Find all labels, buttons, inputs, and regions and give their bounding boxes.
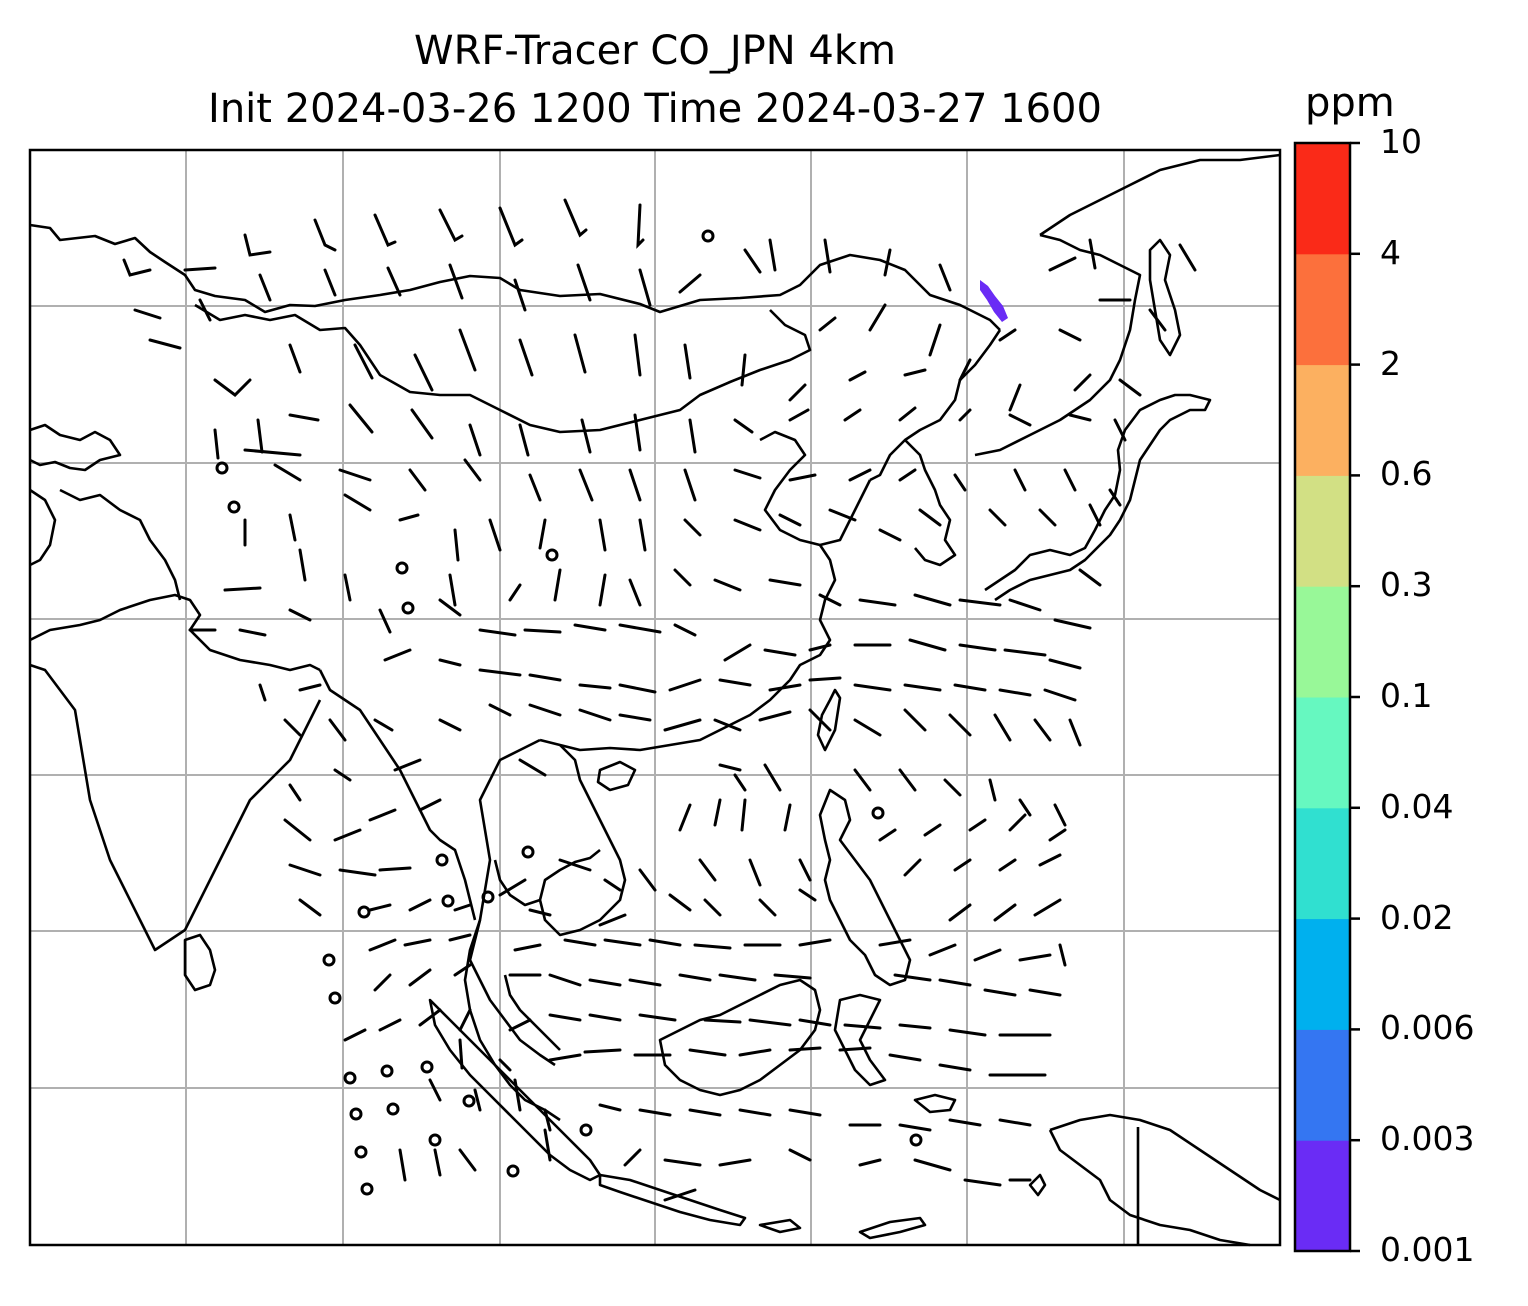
colorbar-bin xyxy=(1295,586,1350,698)
colorbar-tick-label: 0.6 xyxy=(1380,454,1433,494)
colorbar-tick-label: 4 xyxy=(1380,232,1401,272)
colorbar-bin xyxy=(1295,253,1350,366)
colorbar-bin xyxy=(1295,1029,1350,1141)
gridlines xyxy=(30,150,1280,1245)
colorbar-tick-label: 0.3 xyxy=(1380,565,1433,605)
map-subtitle: Init 2024-03-26 1200 Time 2024-03-27 160… xyxy=(208,86,1102,132)
colorbar-bin xyxy=(1295,475,1350,587)
map-title: WRF-Tracer CO_JPN 4km xyxy=(414,28,896,74)
colorbar-tick-label: 10 xyxy=(1380,122,1422,161)
colorbar-bin xyxy=(1295,364,1350,476)
colorbar-tick-label: 0.001 xyxy=(1380,1230,1475,1269)
colorbar-bin xyxy=(1295,1140,1350,1252)
colorbar-tick-label: 0.02 xyxy=(1380,897,1454,937)
colorbar-tick-label: 0.04 xyxy=(1380,786,1454,826)
colorbar-tick-label: 0.1 xyxy=(1380,676,1433,715)
colorbar-tick-label: 2 xyxy=(1380,343,1401,383)
map-panel xyxy=(28,148,1282,1247)
coastlines xyxy=(29,153,1281,1247)
colorbar-bin xyxy=(1295,143,1350,255)
colorbar xyxy=(1293,141,1360,1253)
colorbar-bin xyxy=(1295,807,1350,920)
colorbar-tick-label: 0.006 xyxy=(1380,1008,1475,1048)
co-plume xyxy=(980,280,1008,322)
colorbar-bin xyxy=(1295,918,1350,1030)
map-frame xyxy=(28,148,1282,1247)
wind-barbs xyxy=(122,198,1197,1202)
colorbar-bin xyxy=(1295,697,1350,809)
colorbar-unit-label: ppm xyxy=(1305,80,1395,126)
colorbar-tick-label: 0.003 xyxy=(1380,1119,1475,1159)
calm-wind-markers xyxy=(215,229,923,1196)
